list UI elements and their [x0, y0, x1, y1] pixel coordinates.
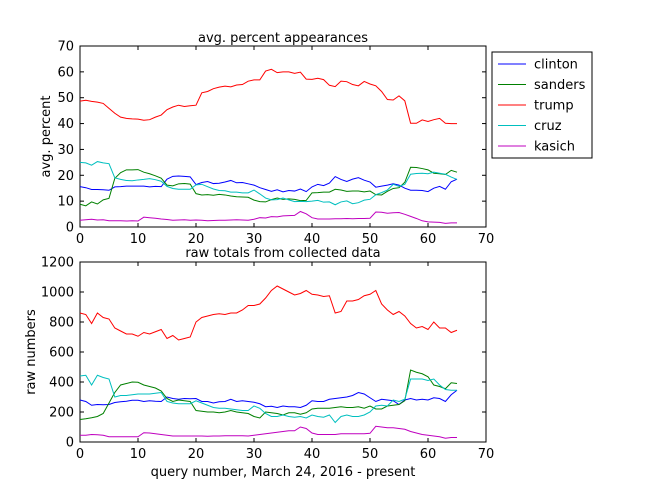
- x-tick-label: 30: [246, 232, 263, 247]
- x-tick-label: 70: [478, 447, 495, 462]
- series-line-clinton: [79, 389, 458, 409]
- plot-area: [79, 45, 487, 228]
- legend-item-sanders: sanders: [498, 78, 586, 93]
- y-axis-label: raw numbers: [24, 309, 39, 395]
- plot-area: [79, 261, 487, 443]
- series-line-trump: [79, 68, 457, 125]
- x-tick-label: 40: [304, 232, 321, 247]
- series-line-kasich: [79, 210, 457, 224]
- series-line-cruz: [79, 374, 457, 424]
- series-line-kasich: [80, 425, 457, 439]
- raw-totals-chart: raw totals from collected data 0 10 20 30 40…: [24, 246, 494, 480]
- legend-label: sanders: [534, 78, 586, 93]
- y-tick-label: 200: [49, 406, 74, 421]
- y-tick-label: 20: [57, 169, 74, 184]
- y-tick-label: 1000: [41, 286, 74, 301]
- y-tick-label: 50: [57, 91, 74, 106]
- x-tick-label: 30: [246, 447, 263, 462]
- y-tick-label: 10: [57, 195, 74, 210]
- x-tick-label: 10: [130, 232, 147, 247]
- y-tick-label: 30: [57, 143, 74, 158]
- series-line-trump: [79, 285, 458, 341]
- y-axis-label: avg. percent: [39, 96, 54, 178]
- y-tick-label: 400: [49, 376, 74, 391]
- x-tick-label: 50: [362, 447, 379, 462]
- legend: clinton sanders trump cruz kasich: [491, 51, 593, 159]
- y-tick-label: 70: [57, 40, 74, 55]
- chart-title: raw totals from collected data: [185, 246, 380, 261]
- x-axis-label: query number, March 24, 2016 - present: [151, 465, 416, 480]
- x-tick-label: 40: [304, 447, 321, 462]
- legend-item-kasich: kasich: [498, 140, 575, 155]
- legend-item-clinton: clinton: [498, 58, 578, 73]
- x-tick-label: 10: [130, 447, 147, 462]
- legend-label: kasich: [534, 140, 575, 155]
- y-tick-label: 60: [57, 65, 74, 80]
- percent-chart: avg. percent appearances 0 10 20 30 40 50 60 70…: [39, 31, 494, 247]
- x-tick-label: 20: [188, 232, 205, 247]
- x-tick-label: 20: [188, 447, 205, 462]
- legend-item-trump: trump: [498, 99, 574, 114]
- legend-item-cruz: cruz: [498, 119, 562, 134]
- y-tick-label: 0: [66, 436, 74, 451]
- legend-label: clinton: [534, 58, 578, 73]
- y-tick-label: 0: [66, 221, 74, 236]
- series-line-sanders: [79, 369, 458, 420]
- x-tick-label: 60: [420, 447, 437, 462]
- y-tick-label: 600: [49, 346, 74, 361]
- x-tick-label: 0: [76, 447, 84, 462]
- legend-label: trump: [534, 99, 574, 114]
- legend-label: cruz: [534, 119, 562, 134]
- y-tick-label: 800: [49, 316, 74, 331]
- chart-title: avg. percent appearances: [198, 31, 368, 46]
- y-tick-label: 40: [57, 117, 74, 132]
- x-tick-label: 0: [76, 232, 84, 247]
- x-tick-label: 60: [420, 232, 437, 247]
- series-line-cruz: [79, 161, 458, 206]
- series-line-sanders: [79, 166, 458, 207]
- series-line-clinton: [79, 175, 458, 193]
- x-tick-label: 50: [362, 232, 379, 247]
- y-tick-label: 1200: [41, 256, 74, 271]
- x-tick-label: 70: [478, 232, 495, 247]
